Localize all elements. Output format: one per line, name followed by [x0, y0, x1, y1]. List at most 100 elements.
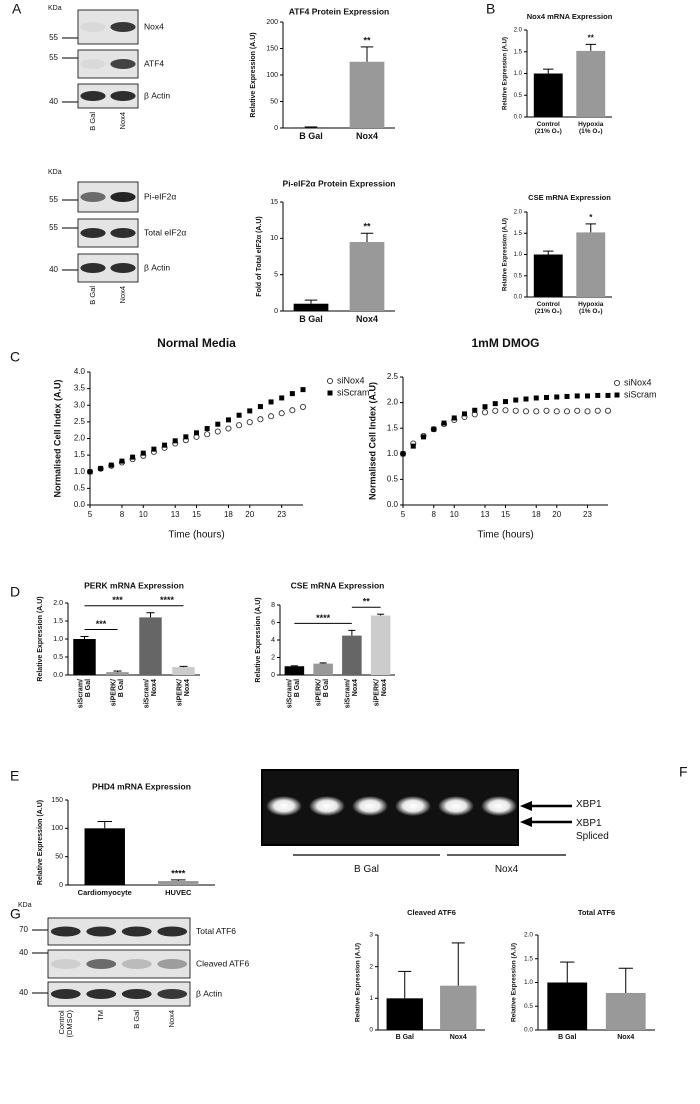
marker-size: 40	[49, 265, 58, 274]
point	[108, 462, 114, 468]
x-tick-label: siPERK/ Nox4	[372, 679, 388, 707]
lane-label: B Gal	[131, 1010, 141, 1029]
point	[554, 394, 560, 400]
y-tick-label: 2.0	[524, 932, 533, 939]
x-tick-label: Nox4	[355, 131, 379, 141]
x-tick-label: 10	[139, 510, 148, 519]
x-tick-label: B Gal	[395, 1034, 414, 1041]
chart-title: CSE mRNA Expression	[291, 580, 385, 590]
x-tick-label: Cardiomyocyte	[77, 888, 132, 897]
x-tick-label: 18	[224, 510, 233, 519]
panel-label: A	[12, 1, 22, 17]
panel-label: C	[10, 349, 20, 365]
y-tick-label: 50	[55, 854, 63, 861]
point	[462, 411, 467, 417]
point	[183, 434, 189, 440]
x-tick-label: siScram/ B Gal	[286, 679, 302, 709]
significance: **	[588, 33, 595, 42]
point	[204, 426, 210, 432]
point	[574, 393, 580, 399]
point	[236, 422, 243, 429]
point	[119, 458, 125, 464]
significance: ****	[171, 868, 186, 878]
bar	[533, 254, 563, 297]
blot-band	[80, 59, 106, 69]
y-tick-label: 1.0	[387, 449, 399, 458]
y-tick-label: 0.0	[53, 672, 63, 679]
arrow-head	[520, 801, 532, 811]
blot-band	[110, 59, 136, 69]
point	[204, 431, 211, 438]
significance: ****	[160, 595, 175, 605]
chart-title: Cleaved ATF6	[407, 908, 456, 917]
y-tick-label: 0.5	[524, 1003, 533, 1010]
lane-label: Nox4	[117, 286, 127, 304]
y-tick-label: 0.5	[514, 93, 523, 99]
bar	[349, 241, 385, 311]
blot-band	[80, 22, 106, 32]
chart-title: CSE mRNA Expression	[528, 193, 611, 202]
x-tick-label: 10	[450, 510, 459, 519]
y-tick-label: 0.5	[74, 483, 86, 492]
point	[441, 420, 447, 426]
point	[225, 417, 231, 423]
bar	[313, 663, 333, 675]
point	[140, 450, 146, 456]
point	[533, 395, 539, 401]
point	[523, 396, 529, 402]
group-label: Nox4	[494, 864, 519, 875]
point	[400, 451, 406, 457]
blot-band	[80, 91, 106, 101]
arrow-head	[520, 817, 532, 827]
lane-label: Nox4	[117, 112, 127, 130]
x-tick-label: 15	[501, 510, 510, 519]
y-tick-label: 150	[266, 45, 278, 52]
x-tick-label: Nox4	[617, 1034, 635, 1041]
y-axis-label: Relative Expression (A.U)	[37, 800, 44, 885]
x-tick-label: 18	[532, 510, 541, 519]
legend-marker	[614, 392, 620, 398]
blot-band	[86, 926, 117, 937]
y-tick-label: 1	[369, 995, 373, 1002]
panel-label: D	[10, 584, 20, 600]
point	[492, 401, 498, 407]
x-tick-label: 15	[192, 510, 201, 519]
bar	[284, 666, 305, 675]
blot-band	[157, 989, 188, 999]
legend-marker	[327, 390, 333, 396]
y-tick-label: 15	[270, 199, 278, 206]
x-tick-label: siScram/ B Gal	[76, 679, 92, 709]
blot-band	[50, 959, 81, 969]
significance: **	[363, 35, 371, 45]
y-tick-label: 3.0	[74, 400, 86, 409]
point	[214, 428, 221, 435]
y-tick-label: 2.0	[514, 210, 523, 216]
y-tick-label: 2.0	[514, 28, 523, 34]
point	[533, 408, 540, 415]
point	[512, 407, 519, 414]
blot-unit: KDa	[18, 902, 32, 909]
y-tick-label: 2.5	[74, 417, 86, 426]
y-axis-label: Relative Expression (A.U)	[250, 32, 257, 117]
bar	[172, 667, 195, 675]
y-axis-label: Normalised Cell Index (A.U)	[52, 379, 62, 497]
blot-label: Nox4	[144, 21, 164, 31]
y-tick-label: 0	[274, 308, 278, 315]
x-tick-label: 13	[171, 510, 180, 519]
y-axis-label: Relative Expression (A.U)	[255, 597, 262, 682]
point	[604, 407, 612, 414]
chart-title: Pi-eIF2α Protein Expression	[283, 178, 396, 188]
bar	[576, 232, 606, 297]
gel-band	[438, 796, 474, 816]
gel-band	[352, 796, 388, 816]
blot-label: Cleaved ATF6	[196, 958, 250, 968]
bar	[342, 635, 362, 675]
blot-band	[110, 22, 136, 32]
y-axis-label: Relative Expression (A.U)	[503, 218, 509, 291]
point	[502, 407, 509, 414]
lane-label: B Gal	[87, 286, 97, 305]
blot-label: ATF4	[144, 58, 164, 68]
y-tick-label: 3.5	[74, 384, 86, 393]
point	[130, 454, 136, 460]
